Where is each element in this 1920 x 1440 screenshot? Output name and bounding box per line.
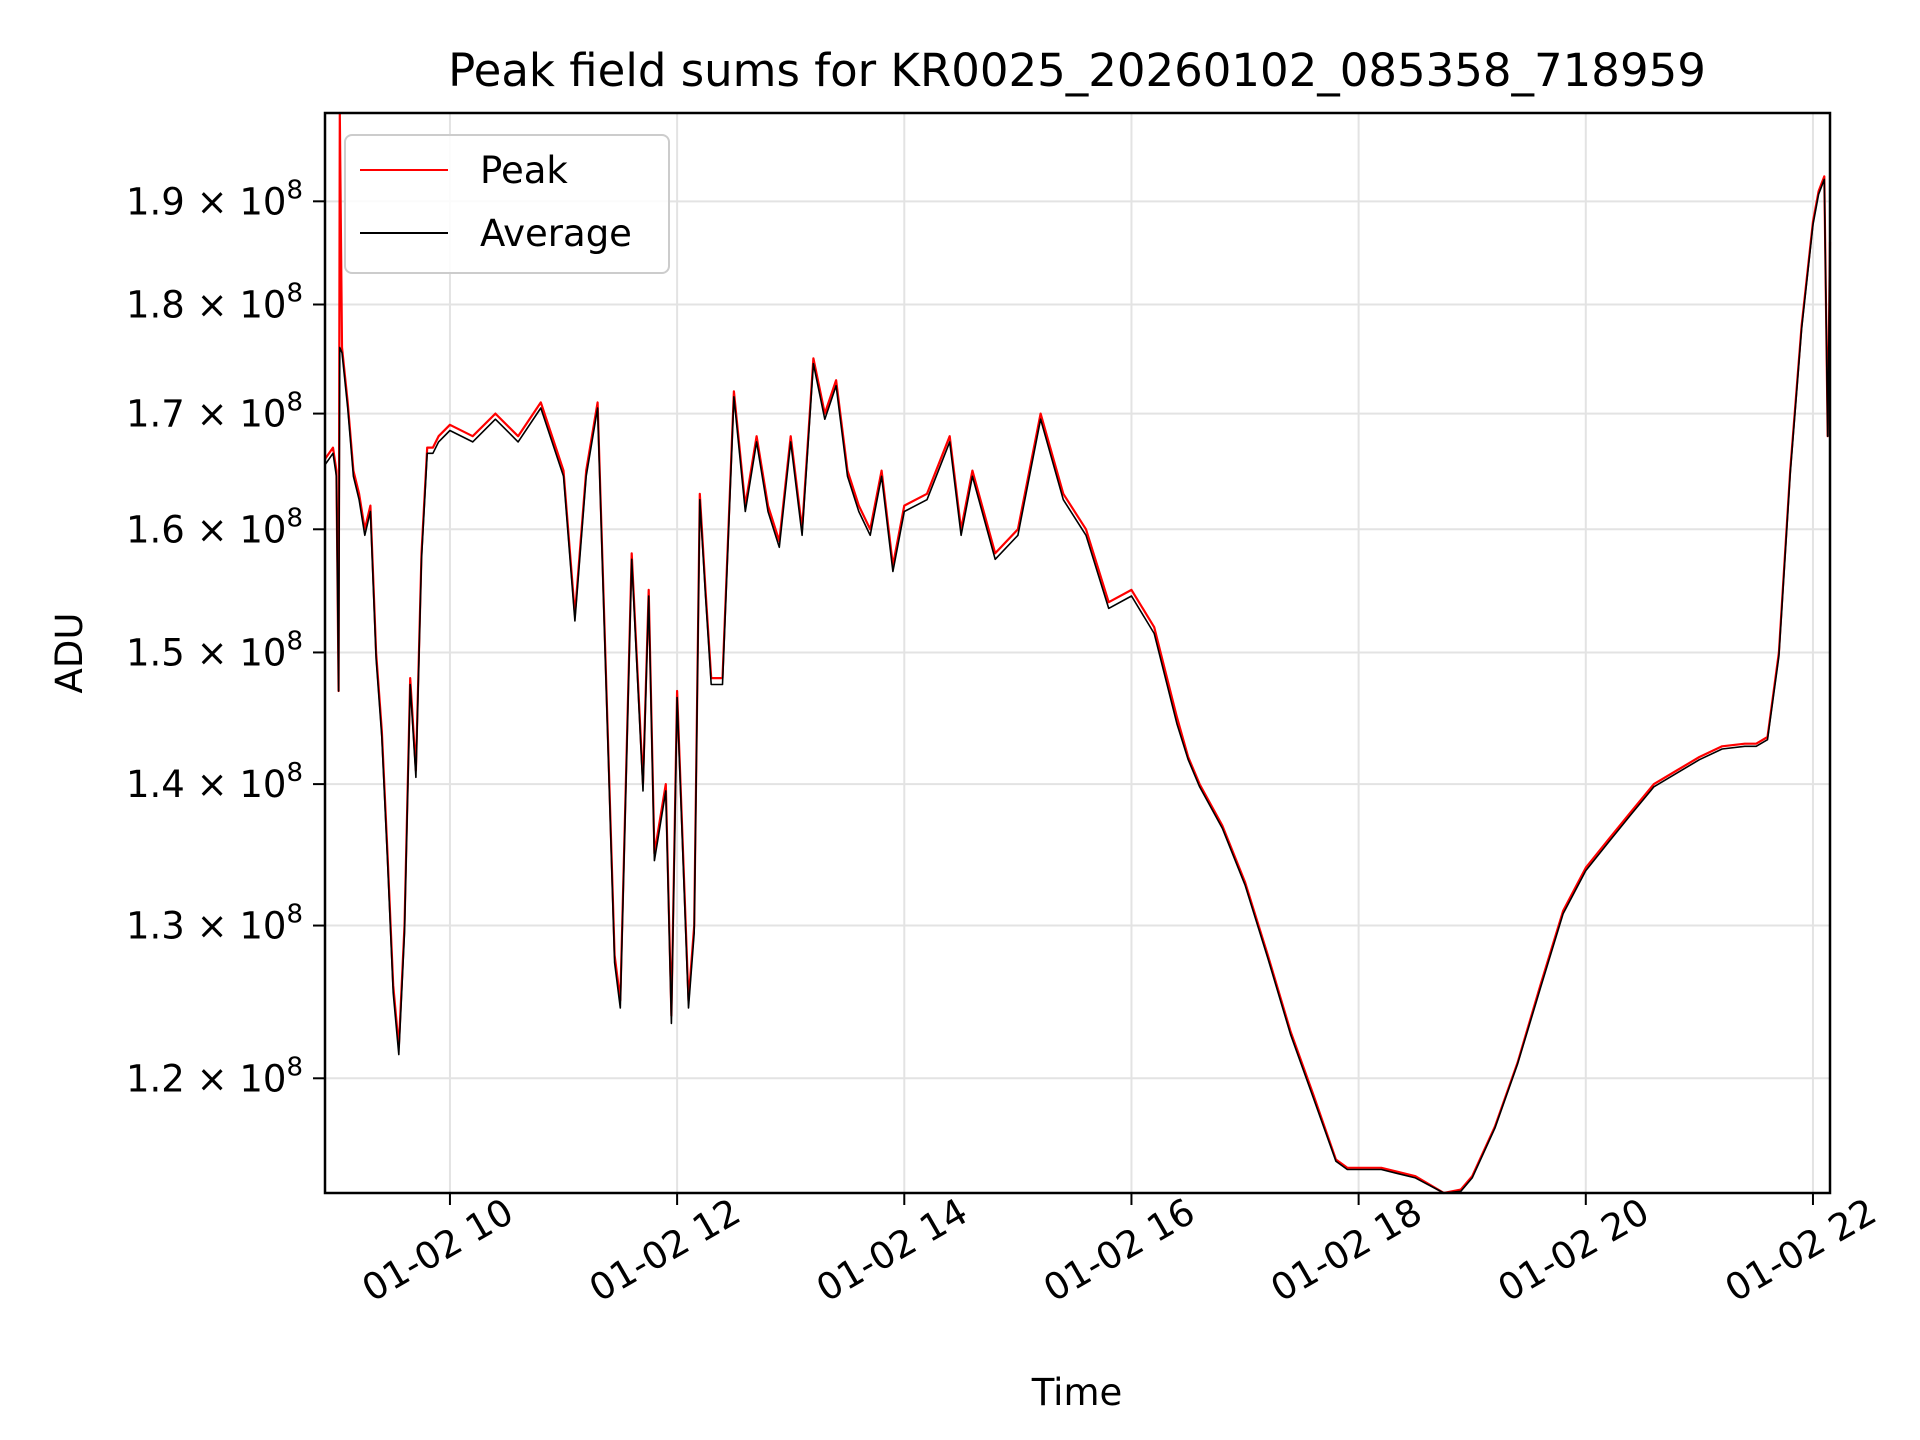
y-tick-label: 1.2 × 108 — [126, 1052, 303, 1100]
chart-title: Peak field sums for KR0025_20260102_0853… — [448, 44, 1706, 97]
series-line-average — [324, 178, 1831, 1194]
y-tick-label: 1.5 × 108 — [126, 626, 303, 674]
y-tick-label: 1.3 × 108 — [126, 900, 303, 948]
grid-lines — [325, 113, 1830, 1193]
y-tick-label: 1.9 × 108 — [126, 175, 303, 223]
legend: Peak Average — [344, 134, 670, 274]
y-tick-label: 1.8 × 108 — [126, 279, 303, 327]
y-tick-label: 1.7 × 108 — [126, 388, 303, 436]
y-tick-label: 1.4 × 108 — [126, 758, 303, 806]
legend-peak-label: Peak — [480, 149, 568, 192]
legend-average-label: Average — [480, 212, 632, 255]
series-lines — [324, 111, 1832, 1195]
y-axis-ticks: 1.2 × 108 1.3 × 108 1.4 × 108 1.5 × 108 1.6 … — [126, 175, 325, 1100]
y-axis-label: ADU — [48, 613, 91, 694]
y-tick-label: 1.6 × 108 — [126, 503, 303, 551]
x-axis-label: Time — [1031, 1371, 1123, 1414]
